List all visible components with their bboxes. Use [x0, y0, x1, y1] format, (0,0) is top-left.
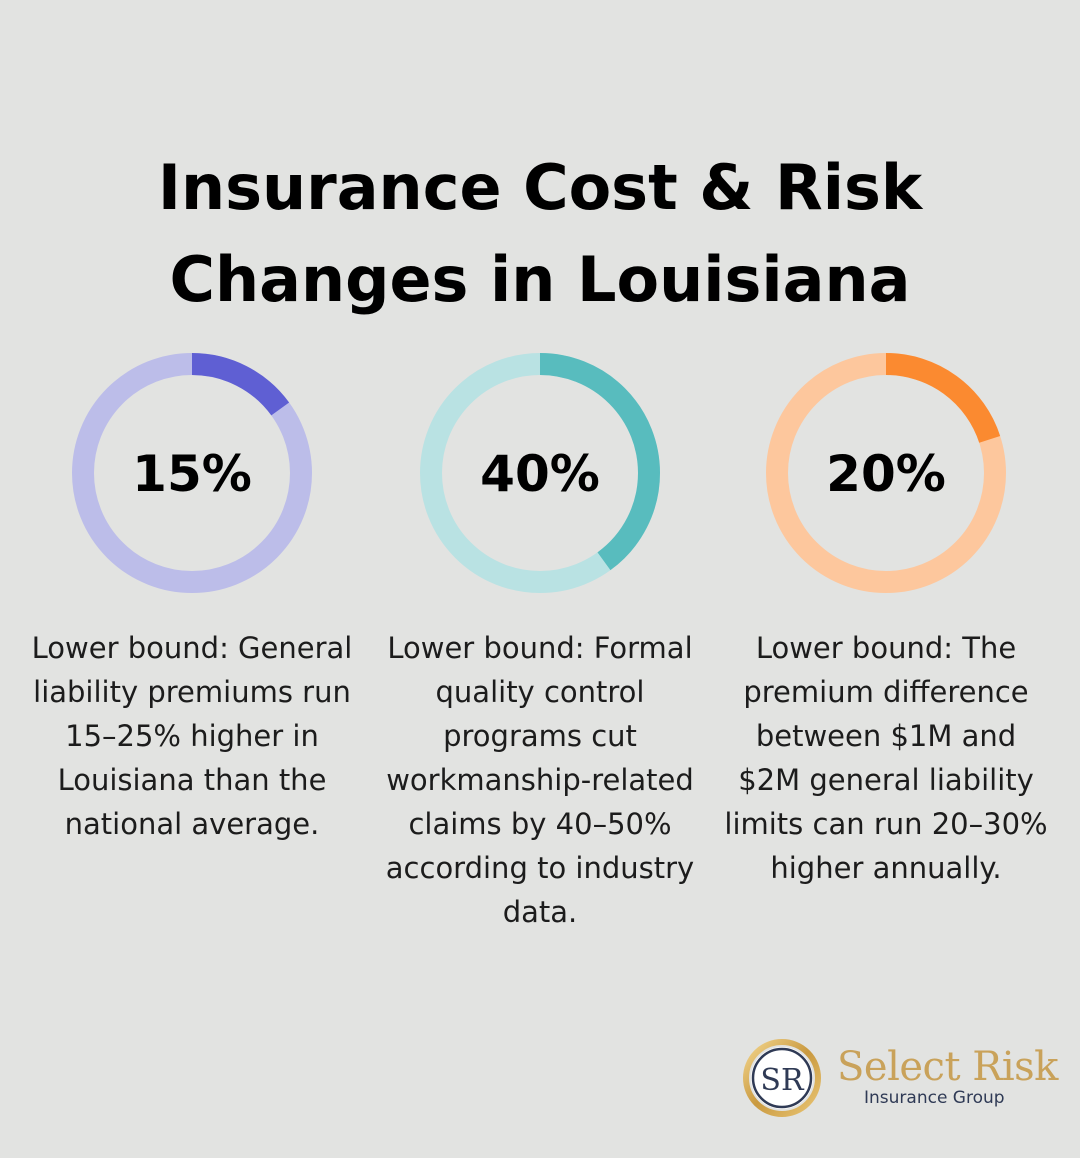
donut-chart-2: 40% — [420, 353, 660, 593]
stat-card-3: 20% Lower bound: The premium difference … — [716, 352, 1056, 890]
donut-chart-1: 15% — [72, 353, 312, 593]
page-title: Insurance Cost & Risk Changes in Louisia… — [0, 142, 1080, 326]
title-line-1: Insurance Cost & Risk — [157, 150, 923, 224]
donut-arc-2 — [420, 353, 660, 593]
monogram-text: SR — [760, 1063, 805, 1098]
stat-caption-1: Lower bound: General liability premiums … — [31, 631, 353, 841]
brand-subtitle: Insurance Group — [864, 1088, 1005, 1108]
donut-value-label-1: 15% — [132, 445, 252, 503]
title-line-2: Changes in Louisiana — [169, 242, 911, 316]
stat-caption-2: Lower bound: Formal quality control prog… — [385, 631, 695, 929]
brand-logo: SR Select Risk Insurance Group — [742, 1038, 1062, 1118]
brand-name: Select Risk — [837, 1044, 1058, 1090]
stat-caption-3: Lower bound: The premium difference betw… — [724, 631, 1048, 885]
stat-card-1: 15% Lower bound: General liability premi… — [22, 352, 362, 846]
stat-card-2: 40% Lower bound: Formal quality control … — [370, 352, 710, 934]
donut-arc-1 — [72, 353, 312, 593]
donut-value-label-3: 20% — [826, 445, 946, 503]
donut-chart-3: 20% — [766, 353, 1006, 593]
donut-value-label-2: 40% — [480, 445, 600, 503]
sr-monogram-icon: SR — [743, 1039, 821, 1117]
donut-arc-3 — [766, 353, 1006, 593]
